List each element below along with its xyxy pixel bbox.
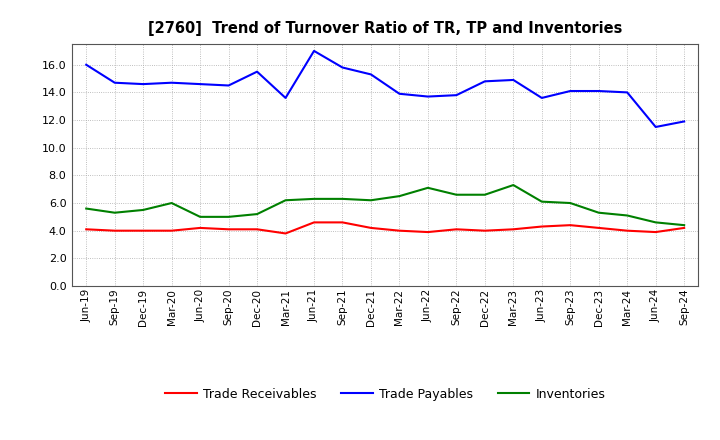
Trade Payables xyxy=(509,77,518,83)
Trade Payables xyxy=(537,95,546,101)
Inventories xyxy=(82,206,91,211)
Inventories xyxy=(452,192,461,198)
Inventories xyxy=(680,223,688,228)
Trade Receivables xyxy=(595,225,603,231)
Inventories xyxy=(167,200,176,205)
Trade Payables xyxy=(480,79,489,84)
Trade Payables xyxy=(566,88,575,94)
Trade Receivables xyxy=(139,228,148,233)
Inventories xyxy=(253,212,261,217)
Trade Payables xyxy=(82,62,91,67)
Inventories xyxy=(395,194,404,199)
Trade Payables xyxy=(110,80,119,85)
Trade Payables xyxy=(310,48,318,54)
Trade Payables xyxy=(338,65,347,70)
Trade Payables xyxy=(652,125,660,130)
Trade Payables xyxy=(253,69,261,74)
Trade Receivables xyxy=(480,228,489,233)
Trade Receivables xyxy=(395,228,404,233)
Inventories xyxy=(423,185,432,191)
Inventories xyxy=(537,199,546,204)
Trade Receivables xyxy=(623,228,631,233)
Trade Payables xyxy=(423,94,432,99)
Inventories xyxy=(282,198,290,203)
Inventories xyxy=(509,183,518,188)
Trade Payables xyxy=(196,81,204,87)
Inventories xyxy=(566,200,575,205)
Inventories xyxy=(196,214,204,220)
Trade Payables xyxy=(680,119,688,124)
Trade Receivables xyxy=(167,228,176,233)
Trade Receivables xyxy=(253,227,261,232)
Inventories xyxy=(139,207,148,213)
Line: Inventories: Inventories xyxy=(86,185,684,225)
Inventories xyxy=(623,213,631,218)
Inventories xyxy=(225,214,233,220)
Trade Receivables xyxy=(423,229,432,235)
Inventories xyxy=(652,220,660,225)
Inventories xyxy=(310,196,318,202)
Trade Receivables xyxy=(652,229,660,235)
Inventories xyxy=(480,192,489,198)
Inventories xyxy=(338,196,347,202)
Trade Receivables xyxy=(82,227,91,232)
Trade Receivables xyxy=(566,223,575,228)
Trade Payables xyxy=(595,88,603,94)
Trade Receivables xyxy=(196,225,204,231)
Trade Receivables xyxy=(310,220,318,225)
Line: Trade Receivables: Trade Receivables xyxy=(86,222,684,234)
Inventories xyxy=(595,210,603,215)
Trade Payables xyxy=(366,72,375,77)
Trade Payables xyxy=(282,95,290,101)
Trade Receivables xyxy=(225,227,233,232)
Title: [2760]  Trend of Turnover Ratio of TR, TP and Inventories: [2760] Trend of Turnover Ratio of TR, TP… xyxy=(148,21,622,36)
Trade Receivables xyxy=(282,231,290,236)
Line: Trade Payables: Trade Payables xyxy=(86,51,684,127)
Trade Payables xyxy=(225,83,233,88)
Trade Payables xyxy=(167,80,176,85)
Trade Receivables xyxy=(338,220,347,225)
Trade Receivables xyxy=(110,228,119,233)
Trade Receivables xyxy=(509,227,518,232)
Trade Receivables xyxy=(452,227,461,232)
Trade Receivables xyxy=(680,225,688,231)
Inventories xyxy=(366,198,375,203)
Inventories xyxy=(110,210,119,215)
Trade Receivables xyxy=(366,225,375,231)
Trade Payables xyxy=(452,92,461,98)
Legend: Trade Receivables, Trade Payables, Inventories: Trade Receivables, Trade Payables, Inven… xyxy=(161,383,610,406)
Trade Payables xyxy=(139,81,148,87)
Trade Payables xyxy=(395,91,404,96)
Trade Payables xyxy=(623,90,631,95)
Trade Receivables xyxy=(537,224,546,229)
